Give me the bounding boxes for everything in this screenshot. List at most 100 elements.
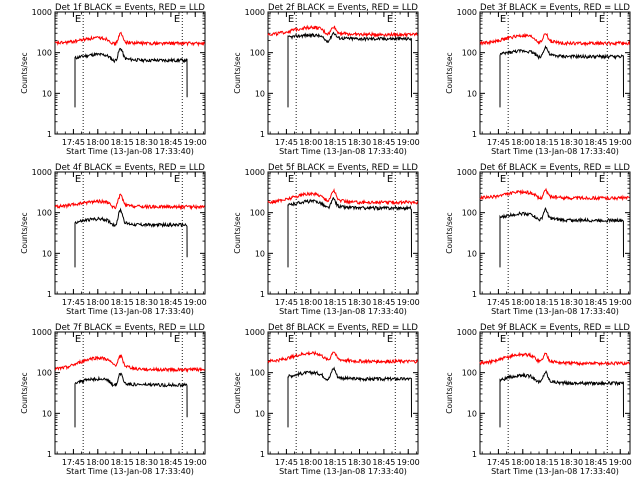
- series-lld: [54, 193, 205, 211]
- x-tick-label: 18:15: [324, 298, 347, 307]
- panel-title: Det 7f BLACK = Events, RED = LLD: [55, 323, 205, 333]
- y-tick-label: 100: [462, 209, 477, 218]
- x-tick-label: 18:00: [511, 458, 534, 467]
- x-tick-label: 18:00: [86, 298, 109, 307]
- panel-det-4: Det 4f BLACK = Events, RED = LLD 1 10 100 10…: [20, 163, 207, 316]
- event-marker-label: E: [75, 14, 81, 25]
- y-tick-label: 10: [467, 89, 477, 98]
- event-marker-label: E: [599, 334, 605, 345]
- x-tick-label: 18:45: [372, 298, 395, 307]
- y-axis-label: Counts/sec: [233, 52, 242, 93]
- x-tick-label: 18:00: [86, 138, 109, 147]
- y-tick-label: 1000: [32, 8, 52, 17]
- y-tick-label: 1000: [457, 328, 477, 337]
- x-tick-label: 17:45: [275, 138, 298, 147]
- x-tick-label: 18:30: [560, 138, 583, 147]
- series-lld: [267, 350, 418, 365]
- series-lld: [479, 32, 630, 47]
- event-marker-label: E: [174, 334, 180, 345]
- panel-title: Det 9f BLACK = Events, RED = LLD: [480, 323, 630, 333]
- event-marker-label: E: [387, 174, 393, 185]
- x-tick-label: 17:45: [275, 458, 298, 467]
- x-tick-label: 18:30: [135, 458, 158, 467]
- series-events: [499, 206, 624, 268]
- x-tick-label: 17:45: [62, 138, 85, 147]
- y-tick-label: 1: [472, 290, 477, 299]
- panel-title: Det 3f BLACK = Events, RED = LLD: [480, 3, 630, 13]
- series-events: [74, 372, 188, 428]
- x-tick-label: 19:00: [609, 458, 632, 467]
- panel-det-8: Det 8f BLACK = Events, RED = LLD 1 10 100 10…: [233, 323, 420, 476]
- x-axis-label: Start Time (13-Jan-08 17:33:40): [279, 147, 407, 156]
- event-marker-label: E: [500, 174, 506, 185]
- y-axis-label: Counts/sec: [233, 372, 242, 413]
- y-axis-label: Counts/sec: [445, 212, 454, 253]
- y-tick-label: 1: [260, 450, 265, 459]
- x-tick-label: 17:45: [487, 138, 510, 147]
- event-marker-label: E: [75, 334, 81, 345]
- y-tick-label: 10: [255, 409, 265, 418]
- series-events: [499, 45, 624, 108]
- panel-det-9: Det 9f BLACK = Events, RED = LLD 1 10 100 10…: [445, 323, 632, 476]
- x-tick-label: 18:45: [372, 138, 395, 147]
- y-tick-label: 1000: [245, 328, 265, 337]
- x-tick-label: 18:45: [372, 458, 395, 467]
- x-tick-label: 19:00: [609, 298, 632, 307]
- x-tick-label: 18:15: [536, 458, 559, 467]
- x-tick-label: 18:45: [159, 298, 182, 307]
- x-tick-label: 18:15: [324, 458, 347, 467]
- x-tick-label: 18:45: [159, 458, 182, 467]
- y-tick-label: 1: [260, 130, 265, 139]
- y-tick-label: 1: [472, 450, 477, 459]
- event-marker-label: E: [288, 334, 294, 345]
- x-tick-label: 17:45: [275, 298, 298, 307]
- x-tick-label: 19:00: [184, 298, 207, 307]
- x-tick-label: 18:45: [159, 138, 182, 147]
- y-tick-label: 10: [255, 89, 265, 98]
- x-tick-label: 18:15: [536, 298, 559, 307]
- y-tick-label: 100: [37, 369, 52, 378]
- y-tick-label: 1: [47, 130, 52, 139]
- x-tick-label: 18:45: [584, 298, 607, 307]
- x-tick-label: 19:00: [397, 298, 420, 307]
- event-marker-label: E: [288, 174, 294, 185]
- x-axis-label: Start Time (13-Jan-08 17:33:40): [279, 307, 407, 316]
- series-events: [287, 197, 412, 268]
- x-tick-label: 18:00: [511, 298, 534, 307]
- x-tick-label: 19:00: [184, 138, 207, 147]
- x-tick-label: 19:00: [397, 458, 420, 467]
- panel-title: Det 6f BLACK = Events, RED = LLD: [480, 163, 630, 173]
- series-lld: [479, 351, 630, 367]
- y-axis-label: Counts/sec: [445, 372, 454, 413]
- y-axis-label: Counts/sec: [445, 52, 454, 93]
- x-axis-label: Start Time (13-Jan-08 17:33:40): [491, 467, 619, 476]
- x-tick-label: 19:00: [184, 458, 207, 467]
- x-tick-label: 18:15: [111, 458, 134, 467]
- event-marker-label: E: [599, 174, 605, 185]
- series-events: [287, 31, 412, 108]
- y-tick-label: 1: [47, 290, 52, 299]
- y-tick-label: 100: [37, 209, 52, 218]
- x-tick-label: 18:15: [324, 138, 347, 147]
- event-marker-label: E: [500, 14, 506, 25]
- x-tick-label: 18:30: [135, 298, 158, 307]
- x-tick-label: 18:30: [348, 458, 371, 467]
- x-tick-label: 18:00: [511, 138, 534, 147]
- x-tick-label: 18:15: [111, 138, 134, 147]
- x-tick-label: 18:00: [299, 138, 322, 147]
- y-tick-label: 1: [472, 130, 477, 139]
- x-tick-label: 18:15: [536, 138, 559, 147]
- y-tick-label: 1000: [245, 8, 265, 17]
- x-axis-label: Start Time (13-Jan-08 17:33:40): [491, 307, 619, 316]
- x-tick-label: 18:30: [560, 298, 583, 307]
- x-axis-label: Start Time (13-Jan-08 17:33:40): [66, 467, 194, 476]
- x-tick-label: 18:45: [584, 458, 607, 467]
- panel-det-1: Det 1f BLACK = Events, RED = LLD 1 10 100 10…: [20, 3, 207, 156]
- event-marker-label: E: [174, 14, 180, 25]
- x-tick-label: 18:00: [299, 458, 322, 467]
- x-tick-label: 19:00: [397, 138, 420, 147]
- event-marker-label: E: [174, 174, 180, 185]
- x-tick-label: 17:45: [487, 458, 510, 467]
- y-tick-label: 1000: [32, 328, 52, 337]
